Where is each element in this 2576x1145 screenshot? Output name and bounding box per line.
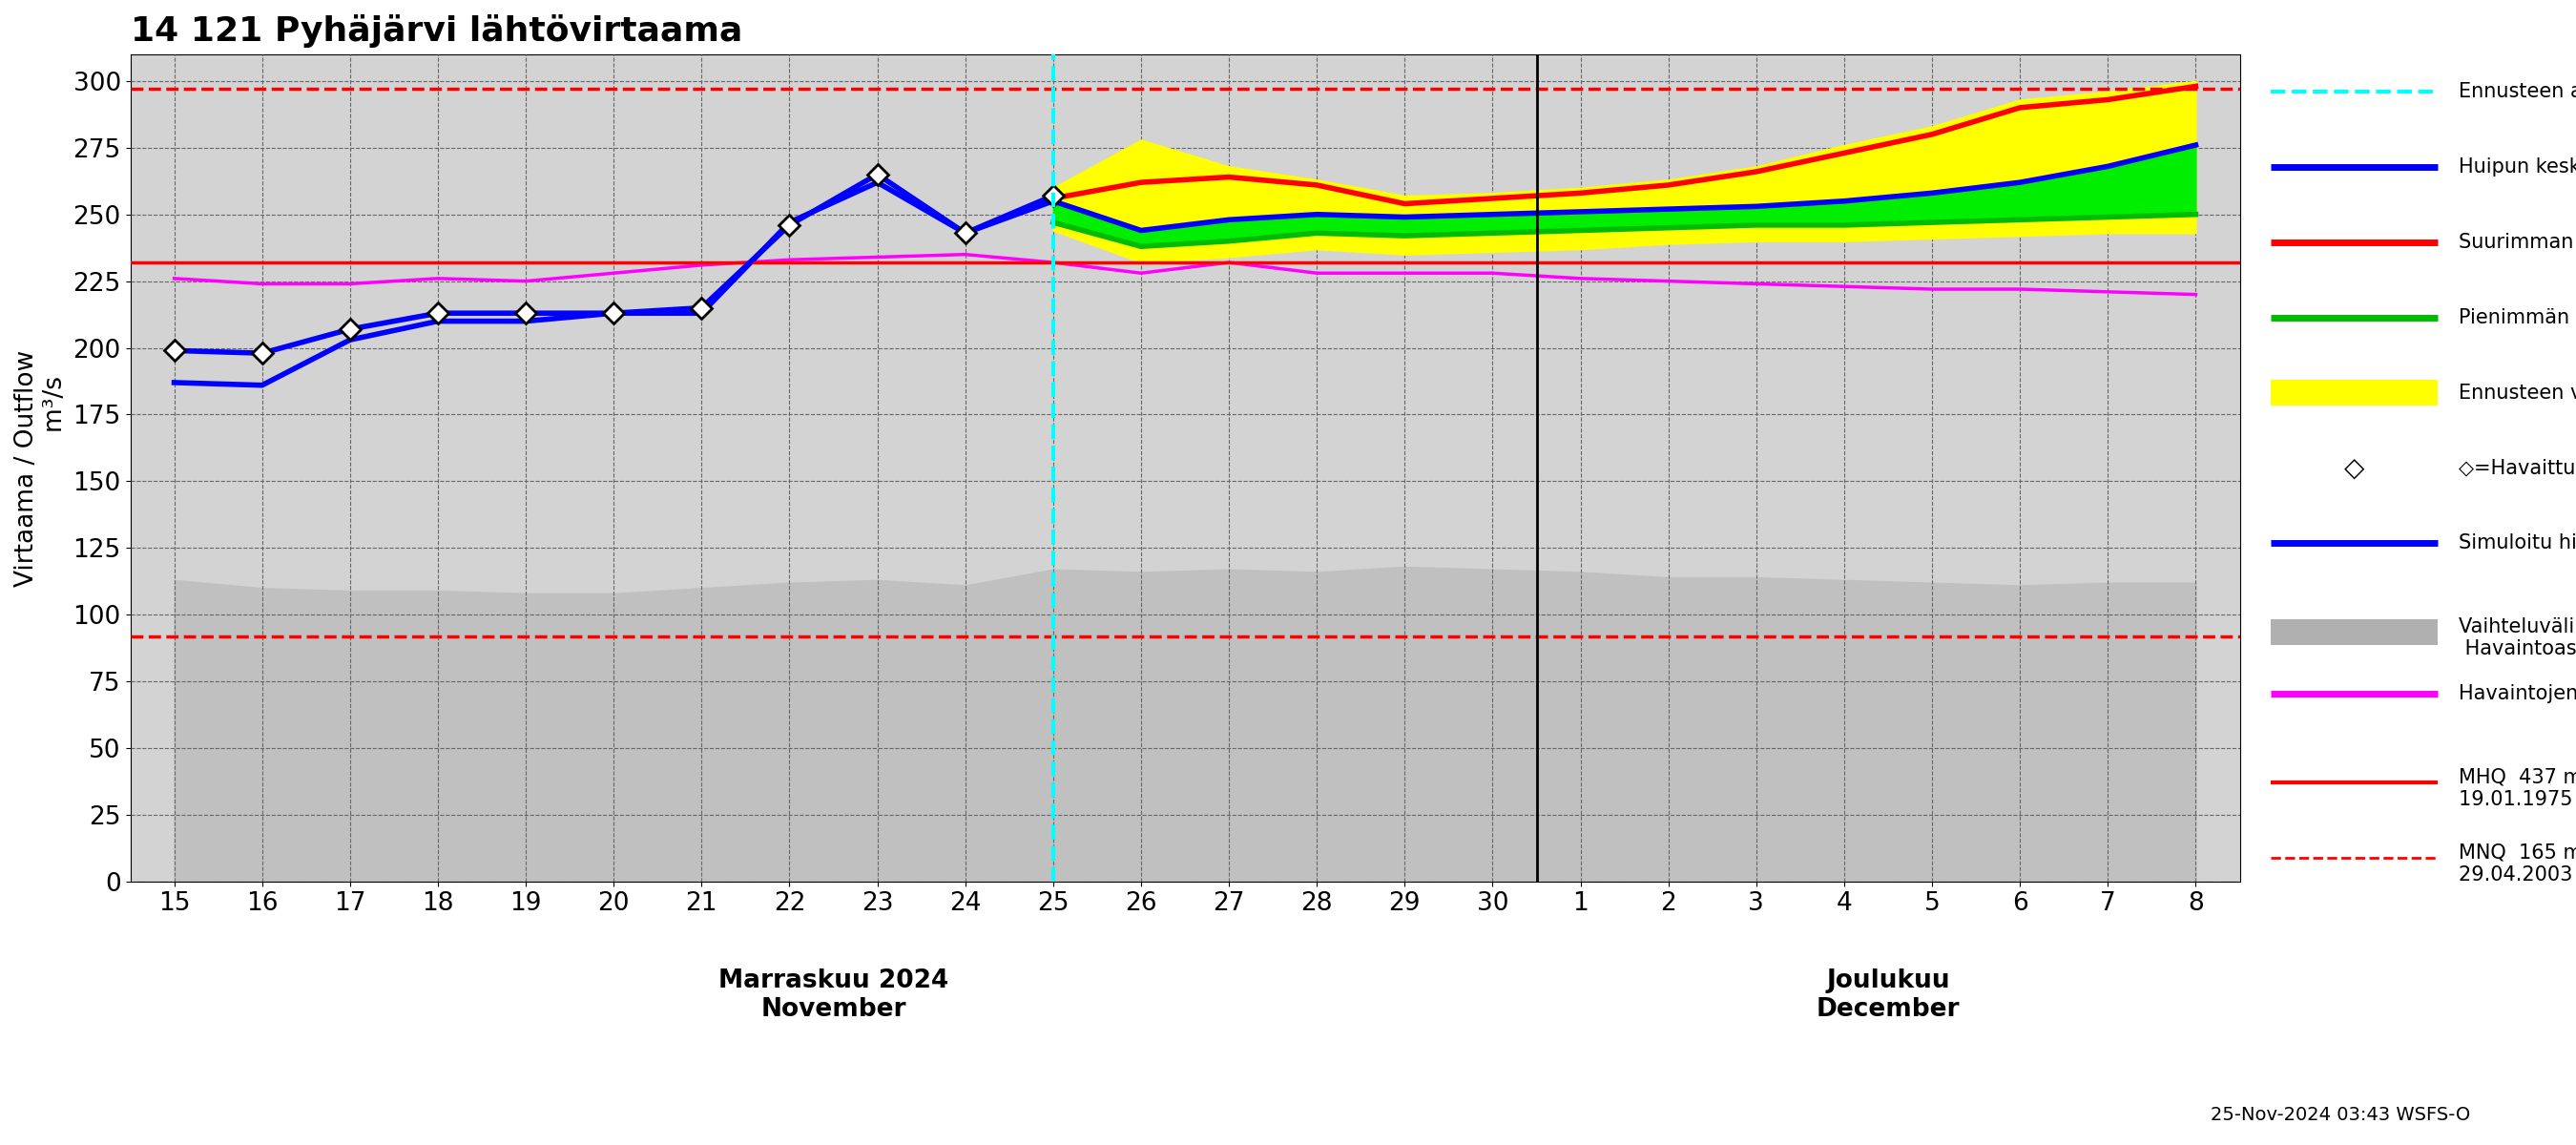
Text: Suurimman huipun ennuste: Suurimman huipun ennuste bbox=[2458, 232, 2576, 252]
Text: Ennusteen vaihteluväli: Ennusteen vaihteluväli bbox=[2458, 384, 2576, 402]
Text: Marraskuu 2024
November: Marraskuu 2024 November bbox=[719, 969, 948, 1022]
Text: Vaihteluväli 1970-2023
 Havaintoasema 1408650: Vaihteluväli 1970-2023 Havaintoasema 140… bbox=[2458, 617, 2576, 658]
Text: MNQ  165 m³/s HNQ  297
29.04.2003 NQ 92.0: MNQ 165 m³/s HNQ 297 29.04.2003 NQ 92.0 bbox=[2458, 843, 2576, 884]
Text: Pienimmän huipun ennuste: Pienimmän huipun ennuste bbox=[2458, 308, 2576, 327]
Text: MHQ  437 m³/s NHQ  238
19.01.1975 HQ  646: MHQ 437 m³/s NHQ 238 19.01.1975 HQ 646 bbox=[2458, 767, 2576, 808]
Text: Ennusteen alku: Ennusteen alku bbox=[2458, 82, 2576, 102]
Text: 14 121 Pyhäjärvi lähtövirtaama: 14 121 Pyhäjärvi lähtövirtaama bbox=[131, 14, 742, 48]
Y-axis label: Virtaama / Outflow
                m³/s: Virtaama / Outflow m³/s bbox=[15, 349, 67, 586]
Text: Huipun keskiennuste: Huipun keskiennuste bbox=[2458, 158, 2576, 176]
Text: Havaintojen mediaani: Havaintojen mediaani bbox=[2458, 684, 2576, 703]
Text: 25-Nov-2024 03:43 WSFS-O: 25-Nov-2024 03:43 WSFS-O bbox=[2210, 1106, 2470, 1124]
Text: Simuloitu historia: Simuloitu historia bbox=[2458, 534, 2576, 553]
Text: ◇=Havaittu 1408650: ◇=Havaittu 1408650 bbox=[2458, 458, 2576, 477]
Text: Joulukuu
December: Joulukuu December bbox=[1816, 969, 1960, 1022]
Text: ◇: ◇ bbox=[2344, 455, 2365, 481]
